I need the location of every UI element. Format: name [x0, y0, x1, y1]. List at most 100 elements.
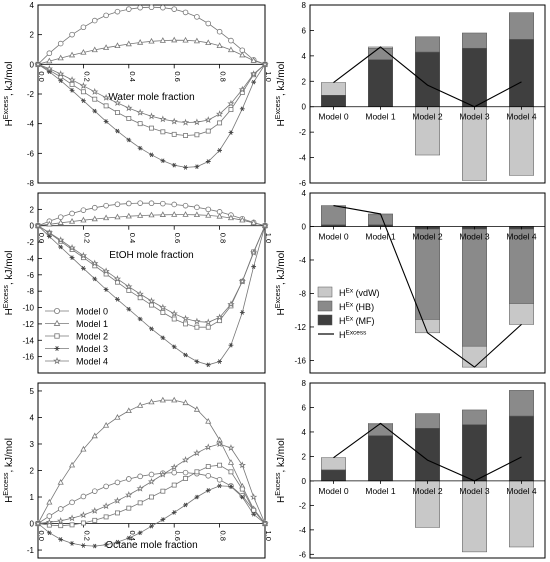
data-point: [194, 132, 200, 138]
y-axis-label-base: H: [4, 496, 15, 503]
data-point: [46, 234, 52, 239]
data-point: [115, 539, 120, 545]
legend-label: Model 0: [76, 307, 108, 317]
y-axis-label-rest: , kJ/mol: [4, 251, 15, 285]
y-tick-label: -6: [27, 149, 35, 158]
plot-frame: [309, 382, 546, 559]
bar-hb: [509, 390, 534, 417]
data-point: [46, 50, 53, 57]
data-point: [227, 46, 235, 53]
line-chart-line-etoh: -16 -14 -12 -10 -8 -6 -4 -2 0 2 0.0 0.2 0.4 0.6 0.8 1.0…: [1, 192, 273, 374]
legend-label-sup: Excess: [346, 329, 367, 336]
data-point: [34, 60, 42, 68]
data-point: [183, 502, 188, 508]
bar-vdw: [415, 480, 440, 528]
data-point: [91, 17, 98, 24]
y-tick-label: 8: [302, 1, 307, 10]
data-point: [137, 200, 143, 206]
data-point: [193, 211, 200, 218]
data-point: [91, 488, 98, 494]
y-axis-label-base: H: [276, 308, 287, 315]
data-point: [160, 129, 166, 135]
data-point: [227, 459, 235, 465]
category-label: Model 4: [506, 231, 537, 241]
y-axis-label-rest: , kJ/mol: [4, 438, 15, 472]
data-point: [91, 506, 99, 514]
y-tick-label: 0: [302, 477, 307, 486]
x-tick-label: 0.0: [37, 531, 46, 541]
data-point: [227, 300, 235, 308]
data-point: [171, 211, 178, 217]
legend-swatch: [317, 286, 333, 298]
data-point: [228, 484, 234, 489]
data-point: [159, 115, 167, 123]
line-legend: Model 0 Model 1 Model 2 Model 3 Model 4: [45, 307, 108, 367]
bar-vdw: [415, 106, 440, 156]
data-point: [147, 112, 156, 120]
data-point: [216, 212, 223, 219]
data-point: [57, 236, 65, 244]
data-point: [261, 221, 269, 229]
data-point: [68, 76, 76, 83]
data-point: [205, 324, 211, 330]
bar-mf: [415, 428, 440, 482]
data-point: [103, 12, 109, 19]
data-point: [114, 8, 121, 15]
data-point: [57, 70, 65, 78]
data-point: [80, 24, 87, 31]
bar-chart-bar-octane: -6 -4 -2 0 2 4 6 8 Model 0 Model 1 Model 2 Model 3 M…: [273, 379, 546, 559]
y-tick-label: -8: [299, 289, 307, 298]
data-point: [147, 297, 156, 305]
y-tick-label: -12: [294, 323, 306, 332]
total-line: [333, 205, 522, 368]
data-point: [46, 513, 53, 519]
data-point: [69, 81, 75, 87]
data-point: [57, 214, 64, 220]
data-point: [160, 200, 166, 207]
data-point: [227, 99, 235, 107]
data-point: [160, 158, 166, 164]
data-point: [80, 520, 86, 526]
data-point: [159, 37, 166, 43]
legend-label-sup: Ex: [346, 315, 354, 322]
data-point: [148, 398, 155, 405]
y-tick-label: -8: [27, 179, 35, 188]
data-point: [159, 303, 167, 311]
data-point: [103, 202, 109, 209]
y-tick-label: -2: [27, 238, 35, 247]
x-tick-label: 0.0: [37, 233, 46, 243]
data-point: [80, 216, 87, 223]
legend-marker: [54, 333, 60, 339]
y-axis-label-rest: , kJ/mol: [276, 438, 287, 472]
data-point: [69, 255, 75, 260]
data-point: [113, 275, 122, 282]
y-tick-label: 0: [302, 222, 307, 231]
data-point: [34, 221, 42, 229]
data-point: [216, 28, 223, 35]
bar-hb: [509, 228, 534, 304]
y-axis-label: HExcess, kJ/mol: [273, 62, 287, 127]
y-axis-label-sup: Excess: [1, 96, 10, 120]
data-point: [228, 107, 234, 113]
legend-label: Model 3: [76, 344, 108, 354]
y-axis-label: HExcess, kJ/mol: [1, 251, 15, 316]
data-point: [194, 164, 200, 169]
y-tick-label: 0: [30, 222, 35, 231]
x-tick-label: 1.0: [264, 71, 273, 81]
x-tick-label: 0.6: [173, 531, 182, 541]
data-point: [251, 507, 257, 513]
data-point: [204, 116, 212, 124]
data-point: [170, 309, 178, 317]
legend-label-base: H: [339, 330, 346, 340]
data-point: [137, 39, 144, 45]
data-point: [215, 110, 224, 118]
data-point: [205, 20, 212, 27]
data-point: [204, 318, 212, 326]
bar-mf: [509, 415, 534, 482]
data-point: [126, 116, 132, 121]
bar-vdw: [509, 480, 534, 548]
data-point: [194, 494, 200, 500]
data-point: [205, 128, 211, 134]
data-point: [228, 469, 234, 475]
data-point: [182, 211, 189, 217]
